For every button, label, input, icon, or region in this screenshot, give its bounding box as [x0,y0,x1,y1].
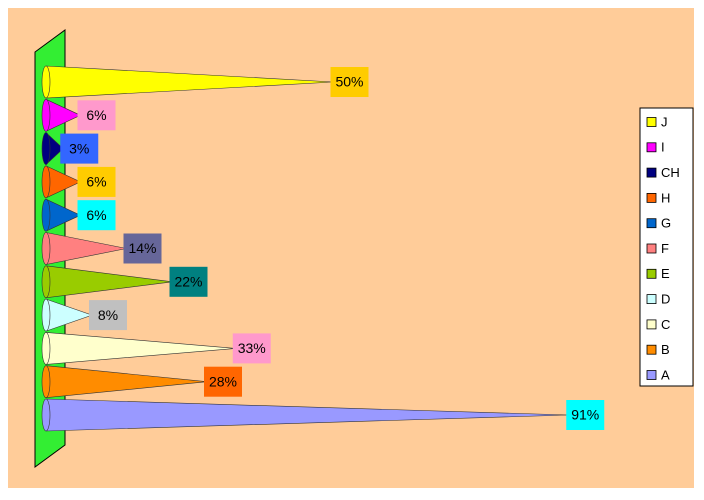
data-label: 22% [174,274,202,290]
data-label: 91% [571,407,599,423]
data-label: 6% [86,107,106,123]
data-label-bg [60,133,99,164]
legend-swatch [646,370,657,380]
bar-base [41,198,51,232]
data-label: 14% [128,240,156,256]
legend-swatch [646,319,657,330]
data-label: 3% [69,140,89,156]
bar-base [41,132,51,165]
legend-swatch [646,268,657,279]
legend-label: J [661,114,668,129]
legend-label: G [661,216,671,231]
data-label-bg [330,67,369,97]
legend-label: I [661,140,665,155]
legend-label: D [661,292,670,307]
data-label: 50% [335,74,363,90]
data-label: 33% [238,340,266,356]
legend-swatch [646,117,657,127]
bar-base [41,365,51,399]
legend-label: CH [661,165,680,180]
data-label: 8% [98,307,118,323]
legend-swatch [646,294,657,305]
bar-base [41,99,51,132]
bar-base [41,332,51,365]
bar-base [41,165,51,199]
data-label-bg [123,233,162,264]
data-label-bg [77,166,116,197]
legend-label: C [661,317,670,332]
data-label-bg [566,400,605,430]
bar-base [41,232,51,265]
legend-swatch [646,344,657,355]
data-label: 28% [209,373,237,389]
data-label-bg [169,266,208,297]
data-label-bg [77,100,116,131]
data-label-bg [77,200,116,231]
bar-base [41,265,51,299]
legend-swatch [646,243,657,254]
bar-base [41,65,51,99]
legend-swatch [646,218,657,229]
bar-base [41,398,51,432]
data-label-bg [204,366,242,397]
data-label: 6% [86,174,106,190]
legend-swatch [646,142,657,153]
data-label-bg [89,300,127,331]
bar-base [41,298,51,332]
legend-label: A [661,367,670,382]
legend-swatch [646,192,657,203]
legend-label: E [661,266,670,281]
legend-swatch [646,167,657,178]
data-label: 6% [86,207,106,223]
legend-label: F [661,241,669,256]
legend-label: H [661,190,670,205]
data-label-bg [232,333,271,364]
legend-label: B [661,342,670,357]
